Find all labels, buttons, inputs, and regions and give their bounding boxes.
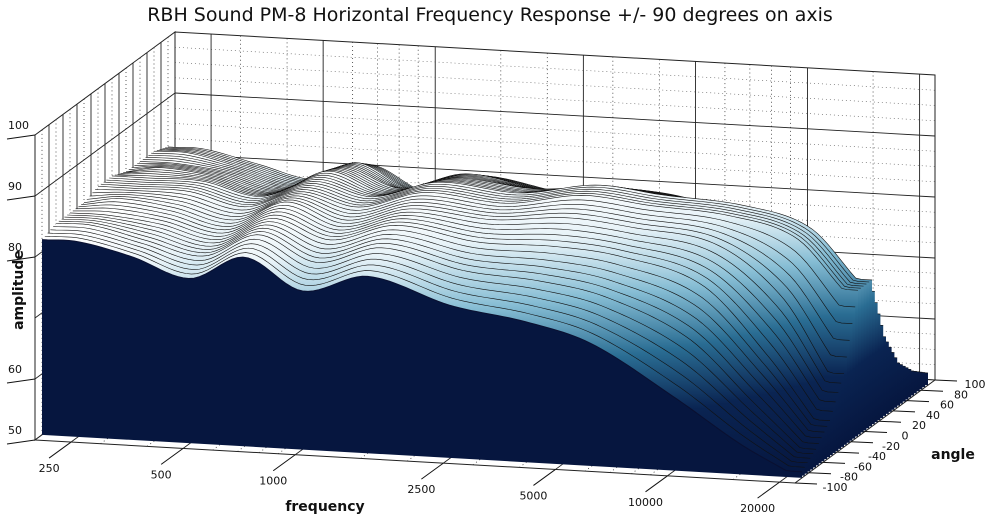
surface <box>41 146 929 478</box>
slice-line <box>72 210 833 412</box>
y-tick <box>934 379 958 382</box>
y-tick <box>794 482 818 485</box>
slice-line <box>58 220 819 444</box>
z-tick-label: 100 <box>8 119 29 132</box>
y-tick <box>878 420 902 423</box>
slice-line <box>50 229 811 459</box>
slice-line <box>103 181 864 287</box>
slice-line <box>111 175 873 281</box>
x-tick <box>533 469 556 486</box>
y-tick <box>892 410 916 413</box>
slice-line <box>47 232 808 464</box>
slice-line <box>69 212 831 421</box>
x-tick-label: 2500 <box>407 483 435 496</box>
y-tick-label: 80 <box>954 388 968 401</box>
z-tick <box>6 134 36 140</box>
y-tick-label: 20 <box>912 419 926 432</box>
slice-line <box>61 218 822 439</box>
slice-line <box>75 207 836 403</box>
minor-gridline <box>174 138 936 183</box>
slice-line <box>55 222 817 450</box>
x-tick <box>272 454 296 472</box>
slice-line <box>89 194 850 341</box>
slice-line <box>41 239 803 473</box>
x-tick-label: 5000 <box>519 489 547 502</box>
y-tick <box>836 451 860 454</box>
y-axis-label: angle <box>931 447 975 463</box>
x-tick <box>757 481 780 499</box>
minor-gridline <box>174 107 936 152</box>
y-tick <box>920 389 944 392</box>
major-gridline <box>174 153 936 198</box>
z-tick <box>6 378 36 384</box>
x-tick-label: 250 <box>39 462 60 475</box>
minor-gridline <box>174 77 936 122</box>
y-tick-label: 100 <box>965 378 986 391</box>
z-tick <box>6 439 36 445</box>
x-tick-label: 1000 <box>259 475 287 488</box>
x-tick-label: 10000 <box>628 496 663 509</box>
y-tick-label: -20 <box>882 440 900 453</box>
y-tick <box>864 431 888 433</box>
slice-line <box>100 183 861 289</box>
slice-line <box>97 185 859 291</box>
minor-gridline <box>174 46 936 91</box>
y-tick-label: -60 <box>854 460 872 473</box>
slice-line <box>78 204 839 393</box>
slice-line <box>106 179 867 285</box>
x-tick-label: 500 <box>151 468 172 481</box>
z-tick-label: 50 <box>8 424 22 437</box>
y-tick-label: -80 <box>840 471 858 484</box>
slice-line <box>109 177 870 283</box>
slice-line <box>95 189 856 308</box>
slice-line <box>44 236 805 468</box>
slice-line <box>83 198 845 375</box>
minor-gridline <box>174 62 936 106</box>
chart-title: RBH Sound PM-8 Horizontal Frequency Resp… <box>147 4 833 26</box>
slice-line <box>86 196 847 358</box>
minor-gridline <box>174 123 936 167</box>
z-tick-label: 60 <box>8 363 22 376</box>
slice-line <box>64 216 825 433</box>
z-axis-label: amplitude <box>11 250 27 330</box>
slice-line <box>53 226 814 455</box>
slice-line <box>81 201 842 384</box>
y-tick-label: -40 <box>868 450 886 463</box>
y-tick <box>850 441 874 444</box>
z-tick <box>6 195 36 201</box>
x-tick <box>48 441 72 459</box>
y-tick <box>822 461 846 464</box>
y-tick <box>906 400 930 403</box>
major-gridline <box>174 92 936 137</box>
z-tick-label: 80 <box>8 241 22 254</box>
surface-slice <box>42 239 802 478</box>
x-tick-label: 20000 <box>740 502 775 515</box>
y-tick <box>808 472 832 475</box>
x-tick <box>645 475 668 493</box>
y-tick-label: 60 <box>940 399 954 412</box>
x-tick <box>421 462 444 480</box>
slice-line <box>92 191 853 324</box>
x-axis-label: frequency <box>285 499 364 515</box>
y-tick-label: -100 <box>823 481 848 494</box>
x-tick <box>160 447 184 465</box>
z-tick-label: 90 <box>8 180 22 193</box>
y-tick-label: 40 <box>926 409 940 422</box>
z-tick <box>6 256 36 262</box>
slice-line <box>67 214 828 427</box>
y-tick-label: 0 <box>902 430 909 443</box>
